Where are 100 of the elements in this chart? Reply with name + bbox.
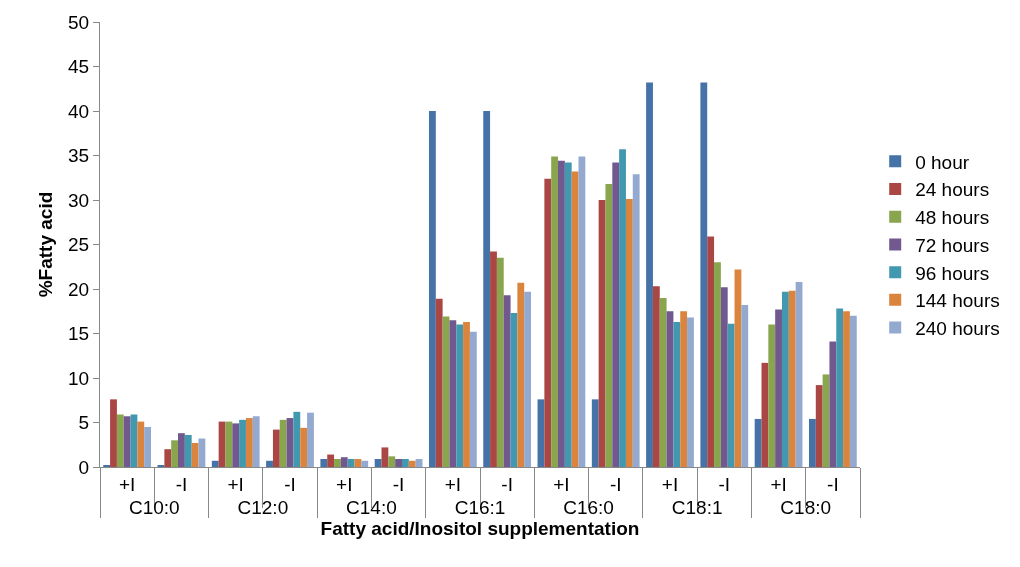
legend-label: 144 hours bbox=[915, 290, 1000, 312]
bar bbox=[307, 412, 314, 467]
x-tick-label: -I bbox=[392, 473, 405, 495]
bar bbox=[435, 298, 443, 467]
y-tick-label: 45 bbox=[68, 56, 90, 78]
bar bbox=[843, 311, 850, 467]
x-tick-label: +I bbox=[227, 473, 244, 495]
bar bbox=[266, 460, 273, 467]
text: C10:0 bbox=[128, 496, 180, 518]
bar bbox=[469, 331, 477, 467]
bar bbox=[578, 156, 586, 467]
bar bbox=[361, 460, 369, 467]
bar bbox=[456, 324, 464, 467]
y-tick-label: 30 bbox=[68, 189, 90, 211]
bar bbox=[503, 295, 511, 467]
bar bbox=[849, 315, 857, 467]
bar bbox=[687, 317, 694, 467]
bar bbox=[707, 236, 715, 467]
bar bbox=[652, 286, 660, 467]
bar bbox=[788, 290, 796, 467]
bar bbox=[293, 411, 301, 467]
text: C14:0 bbox=[346, 496, 397, 518]
bar bbox=[374, 458, 382, 467]
legend-label: 96 hours bbox=[915, 262, 990, 284]
bar bbox=[754, 418, 762, 467]
y-tick-label: 20 bbox=[68, 278, 90, 300]
text: C18:0 bbox=[780, 496, 832, 518]
bar bbox=[524, 291, 532, 467]
bar bbox=[625, 199, 633, 467]
bar bbox=[116, 414, 124, 467]
legend-label: 48 hours bbox=[915, 207, 990, 229]
x-tick-label: +I bbox=[336, 473, 353, 495]
bar bbox=[211, 460, 219, 467]
bar bbox=[164, 449, 172, 467]
bar bbox=[232, 423, 240, 467]
bar bbox=[340, 457, 348, 467]
bar bbox=[612, 162, 620, 467]
bar bbox=[490, 251, 497, 467]
text: C16:1 bbox=[454, 496, 506, 518]
bar bbox=[401, 458, 409, 467]
bar bbox=[768, 324, 776, 467]
bar bbox=[741, 305, 749, 467]
x-tick-label: -I bbox=[501, 473, 513, 495]
bar bbox=[659, 297, 667, 467]
x-tick-label: -I bbox=[284, 473, 296, 495]
bar bbox=[720, 287, 728, 467]
y-tick-label: 15 bbox=[68, 323, 90, 345]
bar bbox=[395, 458, 402, 467]
bar bbox=[198, 438, 206, 467]
bar bbox=[815, 385, 823, 467]
text: C16:0 bbox=[563, 496, 614, 518]
y-axis-title: %Fatty acid bbox=[35, 191, 56, 298]
bar bbox=[327, 454, 335, 467]
bar bbox=[225, 421, 233, 467]
bar bbox=[279, 419, 287, 467]
bar bbox=[680, 311, 688, 467]
bar bbox=[245, 418, 253, 467]
bar bbox=[496, 257, 504, 467]
legend-label: 24 hours bbox=[915, 179, 990, 201]
bar bbox=[463, 321, 470, 467]
x-axis-title: Fatty acid/Inositol supplementation bbox=[320, 517, 640, 539]
bar bbox=[272, 429, 280, 467]
bar bbox=[334, 458, 341, 467]
bar bbox=[564, 162, 572, 467]
bar bbox=[428, 111, 436, 467]
bar bbox=[483, 111, 491, 467]
bar bbox=[836, 308, 844, 467]
bar bbox=[171, 440, 179, 467]
bar bbox=[517, 282, 525, 467]
bar bbox=[591, 399, 599, 467]
y-tick-label: 50 bbox=[68, 11, 90, 33]
bar bbox=[700, 82, 708, 467]
x-tick-label: -I bbox=[718, 473, 731, 495]
bar bbox=[544, 178, 552, 467]
bar bbox=[320, 458, 328, 467]
bar bbox=[144, 426, 152, 467]
text: C12:0 bbox=[237, 496, 289, 518]
y-tick-label: 5 bbox=[78, 412, 90, 434]
y-tick-label: 0 bbox=[78, 456, 90, 478]
x-tick-label: +I bbox=[444, 473, 462, 495]
y-tick-label: 35 bbox=[68, 145, 90, 167]
bar bbox=[110, 399, 117, 467]
bar bbox=[808, 418, 816, 467]
bar bbox=[829, 341, 837, 467]
bar bbox=[388, 456, 396, 467]
bar bbox=[347, 458, 355, 467]
y-tick-label: 40 bbox=[68, 100, 90, 122]
legend-label: 240 hours bbox=[915, 317, 1000, 339]
bar bbox=[619, 149, 626, 467]
bar bbox=[252, 416, 260, 467]
x-tick-label: +I bbox=[770, 473, 787, 495]
bar bbox=[408, 460, 416, 467]
legend-label: 72 hours bbox=[915, 234, 990, 256]
bar bbox=[239, 419, 246, 467]
bar bbox=[300, 427, 308, 467]
x-tick-label: -I bbox=[827, 473, 839, 495]
legend-label: 0 hour bbox=[915, 151, 970, 173]
x-tick-label: +I bbox=[553, 473, 570, 495]
bar bbox=[673, 321, 681, 467]
bar bbox=[714, 262, 721, 467]
